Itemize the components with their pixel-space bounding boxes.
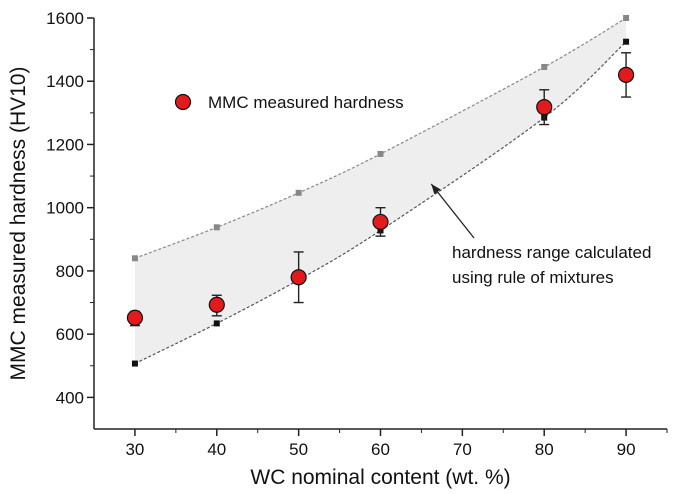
x-axis-title: WC nominal content (wt. %) [250,466,510,489]
y-tick-label-3: 1000 [46,199,84,218]
annotation-arrow-line [430,183,475,239]
x-tick-label-6: 90 [617,440,636,459]
lower-bound-point-1 [213,320,220,327]
y-axis-title: MMC measured hardness (HV10) [7,67,30,381]
y-tick-label-0: 400 [56,388,84,407]
x-tick-label-4: 70 [453,440,472,459]
rule-of-mixtures-shaded-band [134,18,627,364]
upper-bound-line [134,17,627,259]
x-tick-label-5: 80 [535,440,554,459]
upper-bound-point-2 [295,189,302,196]
measured-point-1 [208,296,225,313]
y-tick-label-4: 1200 [46,135,84,154]
lower-bound-point-0 [131,360,138,367]
measured-point-5 [617,66,635,84]
measured-point-3 [372,213,389,231]
annotation-line-2: using rule of mixtures [452,268,614,287]
upper-bound-point-3 [377,150,384,157]
measured-point-2 [290,269,307,286]
x-tick-label-1: 40 [207,440,226,459]
lower-bound-point-5 [623,38,630,45]
x-tick-label-2: 50 [289,440,308,459]
annotation-arrow-head [431,183,441,195]
y-tick-label-5: 1400 [46,72,84,91]
upper-bound-point-4 [541,64,548,71]
measured-point-0 [126,309,144,326]
legend-marker [174,93,192,111]
upper-bound-point-5 [623,15,630,21]
y-tick-label-6: 1600 [46,9,84,28]
x-tick-label-0: 30 [125,440,144,459]
x-tick-label-3: 60 [371,440,390,459]
legend-label: MMC measured hardness [208,93,404,112]
upper-bound-point-1 [213,224,220,231]
annotation-line-1: hardness range calculated [452,243,651,262]
measured-point-4 [536,99,553,116]
y-tick-label-2: 800 [56,262,84,281]
upper-bound-point-0 [131,255,138,262]
y-tick-label-1: 600 [56,325,84,344]
